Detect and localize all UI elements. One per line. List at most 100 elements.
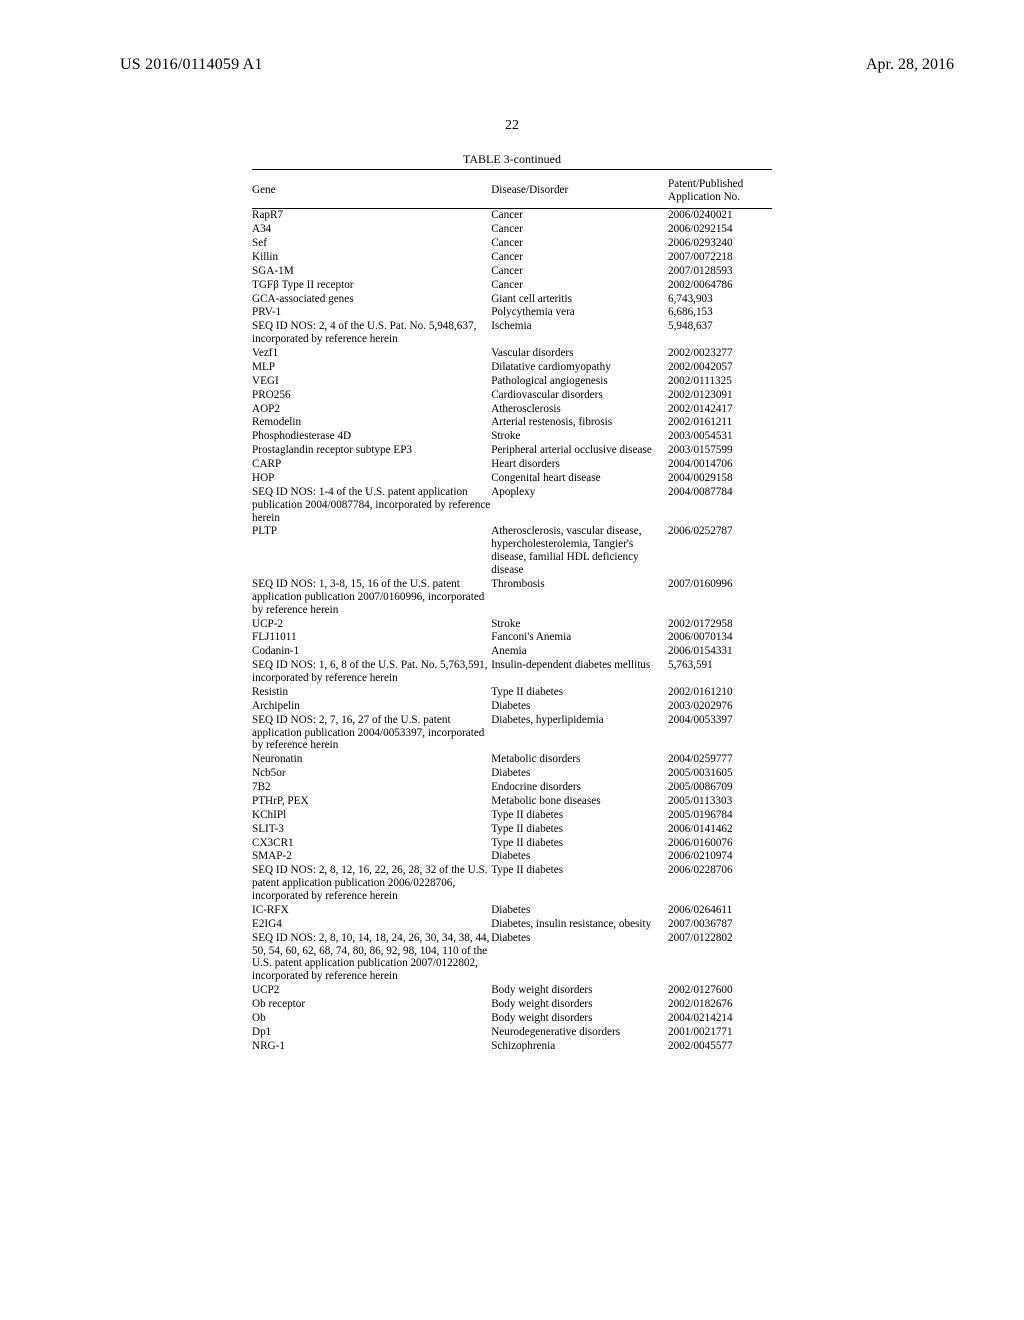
cell-disease: Cancer	[491, 223, 668, 237]
cell-disease: Insulin-dependent diabetes mellitus	[491, 659, 668, 686]
cell-patent: 2002/0127600	[668, 984, 772, 998]
cell-patent: 2006/0240021	[668, 209, 772, 223]
cell-gene: SLIT-3	[252, 822, 491, 836]
table-row: CARPHeart disorders2004/0014706	[252, 458, 772, 472]
table-row: RemodelinArterial restenosis, fibrosis20…	[252, 416, 772, 430]
cell-disease: Atherosclerosis	[491, 402, 668, 416]
cell-gene: 7B2	[252, 781, 491, 795]
cell-disease: Cancer	[491, 209, 668, 223]
cell-disease: Diabetes	[491, 931, 668, 984]
table-row: SLIT-3Type II diabetes2006/0141462	[252, 822, 772, 836]
cell-patent: 2007/0122802	[668, 931, 772, 984]
cell-disease: Cancer	[491, 250, 668, 264]
cell-patent: 2006/0210974	[668, 850, 772, 864]
cell-patent: 2002/0161210	[668, 685, 772, 699]
table-row: FLJ11011Fanconi's Anemia2006/0070134	[252, 631, 772, 645]
cell-disease: Body weight disorders	[491, 998, 668, 1012]
cell-disease: Cardiovascular disorders	[491, 388, 668, 402]
table-row: Vezf1Vascular disorders2002/0023277	[252, 347, 772, 361]
cell-disease: Fanconi's Anemia	[491, 631, 668, 645]
cell-disease: Diabetes	[491, 850, 668, 864]
table-row: PTHrP, PEXMetabolic bone diseases2005/01…	[252, 794, 772, 808]
cell-disease: Peripheral arterial occlusive disease	[491, 444, 668, 458]
cell-gene: PLTP	[252, 525, 491, 578]
table-row: SEQ ID NOS: 2, 4 of the U.S. Pat. No. 5,…	[252, 320, 772, 347]
cell-disease: Congenital heart disease	[491, 471, 668, 485]
table-row: UCP2Body weight disorders2002/0127600	[252, 984, 772, 998]
cell-gene: Resistin	[252, 685, 491, 699]
cell-gene: SEQ ID NOS: 2, 4 of the U.S. Pat. No. 5,…	[252, 320, 491, 347]
table-row: SEQ ID NOS: 1, 3-8, 15, 16 of the U.S. p…	[252, 577, 772, 617]
cell-patent: 6,686,153	[668, 306, 772, 320]
cell-patent: 2007/0128593	[668, 264, 772, 278]
table-row: Prostaglandin receptor subtype EP3Periph…	[252, 444, 772, 458]
cell-gene: SEQ ID NOS: 1, 3-8, 15, 16 of the U.S. p…	[252, 577, 491, 617]
table-row: RapR7Cancer2006/0240021	[252, 209, 772, 223]
table-row: PLTPAtherosclerosis, vascular disease, h…	[252, 525, 772, 578]
cell-gene: Ncb5or	[252, 767, 491, 781]
table-row: SEQ ID NOS: 1, 6, 8 of the U.S. Pat. No.…	[252, 659, 772, 686]
cell-patent: 2006/0292154	[668, 223, 772, 237]
gene-disease-table: Gene Disease/Disorder Patent/Published A…	[252, 172, 772, 1053]
cell-disease: Stroke	[491, 430, 668, 444]
cell-disease: Type II diabetes	[491, 808, 668, 822]
table-row: NeuronatinMetabolic disorders2004/025977…	[252, 753, 772, 767]
publication-date: Apr. 28, 2016	[866, 56, 954, 74]
cell-disease: Anemia	[491, 645, 668, 659]
cell-patent: 2004/0087784	[668, 485, 772, 525]
cell-disease: Diabetes	[491, 699, 668, 713]
cell-gene: TGFβ Type II receptor	[252, 278, 491, 292]
cell-patent: 2004/0029158	[668, 471, 772, 485]
cell-patent: 2002/0023277	[668, 347, 772, 361]
cell-gene: Codanin-1	[252, 645, 491, 659]
table-row: MLPDilatative cardiomyopathy2002/0042057	[252, 360, 772, 374]
cell-gene: AOP2	[252, 402, 491, 416]
table-row: A34Cancer2006/0292154	[252, 223, 772, 237]
cell-gene: VEGI	[252, 374, 491, 388]
table-row: Codanin-1Anemia2006/0154331	[252, 645, 772, 659]
cell-patent: 6,743,903	[668, 292, 772, 306]
cell-patent: 2006/0293240	[668, 237, 772, 251]
cell-disease: Endocrine disorders	[491, 781, 668, 795]
cell-gene: SMAP-2	[252, 850, 491, 864]
cell-patent: 2004/0014706	[668, 458, 772, 472]
cell-patent: 2004/0214214	[668, 1011, 772, 1025]
cell-gene: SEQ ID NOS: 2, 7, 16, 27 of the U.S. pat…	[252, 713, 491, 753]
table-row: SGA-1MCancer2007/0128593	[252, 264, 772, 278]
cell-gene: KChIPl	[252, 808, 491, 822]
col-gene: Gene	[252, 172, 491, 208]
table-row: SEQ ID NOS: 2, 7, 16, 27 of the U.S. pat…	[252, 713, 772, 753]
table-row: CX3CR1Type II diabetes2006/0160076	[252, 836, 772, 850]
cell-gene: Dp1	[252, 1025, 491, 1039]
cell-disease: Apoplexy	[491, 485, 668, 525]
col-disease: Disease/Disorder	[491, 172, 668, 208]
cell-patent: 2002/0161211	[668, 416, 772, 430]
page-number: 22	[0, 118, 1024, 134]
cell-disease: Cancer	[491, 278, 668, 292]
cell-disease: Dilatative cardiomyopathy	[491, 360, 668, 374]
cell-disease: Cancer	[491, 237, 668, 251]
cell-gene: SGA-1M	[252, 264, 491, 278]
table-row: Ncb5orDiabetes2005/0031605	[252, 767, 772, 781]
table-row: 7B2Endocrine disorders2005/0086709	[252, 781, 772, 795]
table-3-continued: TABLE 3-continued Gene Disease/Disorder …	[252, 152, 772, 1053]
cell-gene: Ob	[252, 1011, 491, 1025]
cell-patent: 2004/0259777	[668, 753, 772, 767]
cell-patent: 2007/0072218	[668, 250, 772, 264]
cell-gene: Ob receptor	[252, 998, 491, 1012]
table-row: PRV-1Polycythemia vera6,686,153	[252, 306, 772, 320]
cell-gene: SEQ ID NOS: 1, 6, 8 of the U.S. Pat. No.…	[252, 659, 491, 686]
cell-patent: 2002/0172958	[668, 617, 772, 631]
cell-disease: Giant cell arteritis	[491, 292, 668, 306]
table-row: Ob receptorBody weight disorders2002/018…	[252, 998, 772, 1012]
table-header-row: Gene Disease/Disorder Patent/Published A…	[252, 172, 772, 208]
cell-gene: Killin	[252, 250, 491, 264]
cell-gene: HOP	[252, 471, 491, 485]
cell-patent: 2005/0086709	[668, 781, 772, 795]
cell-gene: SEQ ID NOS: 1-4 of the U.S. patent appli…	[252, 485, 491, 525]
cell-patent: 2003/0054531	[668, 430, 772, 444]
cell-patent: 2006/0154331	[668, 645, 772, 659]
cell-gene: UCP2	[252, 984, 491, 998]
table-row: AOP2Atherosclerosis2002/0142417	[252, 402, 772, 416]
cell-patent: 2006/0264611	[668, 903, 772, 917]
